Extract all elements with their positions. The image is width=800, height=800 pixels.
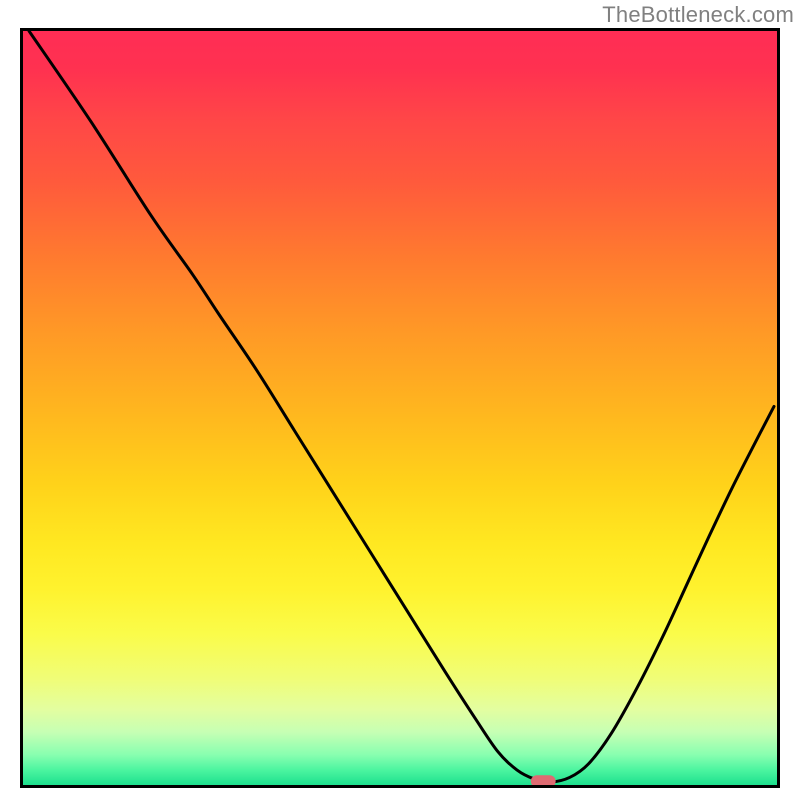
watermark-text: TheBottleneck.com	[602, 2, 794, 28]
chart-frame	[20, 28, 780, 788]
chart-container: { "watermark": { "text": "TheBottleneck.…	[0, 0, 800, 800]
